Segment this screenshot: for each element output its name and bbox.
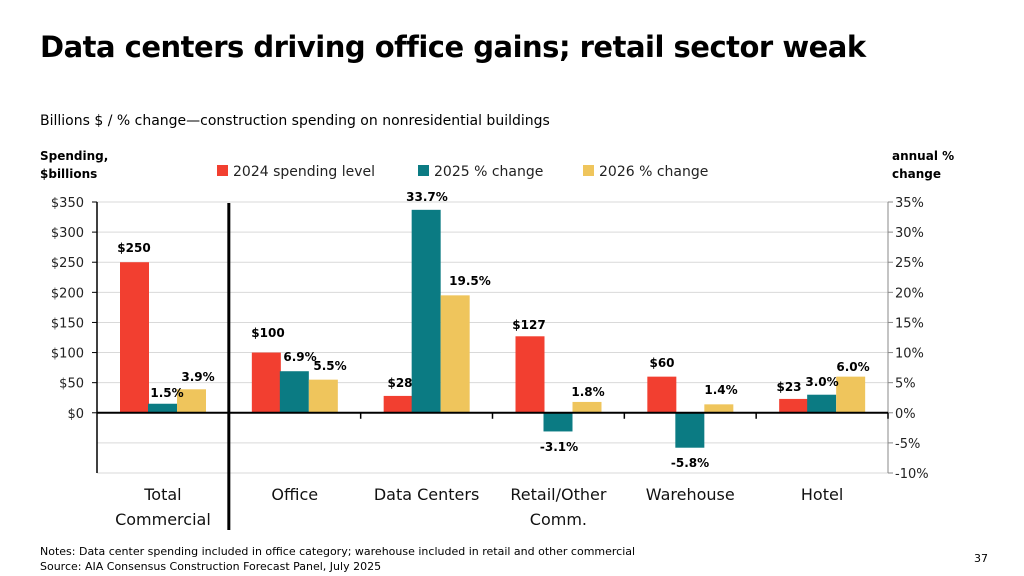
bar-2-1	[308, 379, 338, 413]
category-label: Comm.	[530, 510, 587, 529]
bar-1-3	[543, 412, 573, 432]
data-label: 1.8%	[571, 385, 604, 399]
data-label: 3.9%	[181, 370, 214, 384]
right-tick-label: 25%	[895, 256, 924, 271]
data-label: 5.5%	[313, 359, 346, 373]
left-tick-label: $100	[51, 347, 84, 362]
bar-1-1	[279, 371, 309, 413]
bar-2-3	[572, 401, 602, 413]
left-tick-label: $200	[51, 286, 84, 301]
data-label: 33.7%	[406, 190, 448, 204]
bar-0-5	[779, 398, 809, 413]
legend-swatch	[418, 165, 429, 176]
left-tick-label: $300	[51, 226, 84, 241]
legend-label: 2026 % change	[599, 164, 708, 180]
right-axis-title: annual %	[892, 149, 954, 163]
data-label: $100	[251, 326, 284, 340]
right-tick-label: 15%	[895, 316, 924, 331]
bar-1-2	[411, 209, 441, 413]
category-label: Office	[271, 485, 318, 504]
category-label: Commercial	[115, 510, 211, 529]
data-label: -3.1%	[540, 440, 578, 454]
source-line: Source: AIA Consensus Construction Forec…	[40, 560, 382, 573]
category-label: Data Centers	[374, 485, 479, 504]
legend-label: 2024 spending level	[233, 164, 375, 180]
left-tick-label: $150	[51, 316, 84, 331]
data-label: -5.8%	[671, 456, 709, 470]
data-label: 19.5%	[449, 274, 491, 288]
bar-1-5	[807, 394, 837, 413]
right-tick-label: 10%	[895, 347, 924, 362]
right-tick-label: 0%	[895, 407, 916, 422]
bar-0-2	[383, 395, 413, 413]
page-title: Data centers driving office gains; retai…	[40, 30, 866, 64]
notes-line: Notes: Data center spending included in …	[40, 545, 636, 558]
legend-swatch	[583, 165, 594, 176]
bar-0-1	[251, 352, 281, 413]
left-tick-label: $50	[59, 377, 84, 392]
data-label: $60	[649, 356, 674, 370]
data-label: $250	[117, 241, 150, 255]
bar-0-0	[120, 262, 149, 413]
chart-subtitle: Billions $ / % change—construction spend…	[40, 113, 550, 129]
notes: Notes: Data center spending included in …	[40, 544, 635, 574]
right-tick-label: 20%	[895, 286, 924, 301]
left-axis-title: Spending,	[40, 149, 108, 163]
data-label: 6.0%	[836, 360, 869, 374]
bar-1-0	[148, 403, 177, 413]
data-label: $23	[776, 380, 801, 394]
legend-label: 2025 % change	[434, 164, 543, 180]
category-label: Total	[143, 485, 181, 504]
data-label: 1.5%	[150, 386, 183, 400]
right-tick-label: -5%	[895, 437, 920, 452]
category-label: Retail/Other	[510, 485, 606, 504]
data-label: $127	[512, 318, 545, 332]
right-tick-label: -10%	[895, 467, 929, 482]
bar-1-4	[675, 412, 705, 448]
left-tick-label: $250	[51, 256, 84, 271]
data-label: $28	[387, 376, 412, 390]
bar-2-2	[440, 295, 470, 413]
bar-2-4	[704, 404, 734, 413]
left-tick-label: $0	[67, 407, 84, 422]
bar-2-0	[177, 389, 206, 413]
legend-swatch	[217, 165, 228, 176]
right-tick-label: 5%	[895, 377, 916, 392]
category-label: Hotel	[801, 485, 843, 504]
data-label: 1.4%	[704, 383, 737, 397]
right-tick-label: 35%	[895, 196, 924, 211]
bar-2-5	[836, 376, 866, 413]
bar-0-4	[647, 376, 677, 413]
bar-0-3	[515, 336, 545, 413]
data-label: 3.0%	[805, 375, 838, 389]
left-tick-label: $350	[51, 196, 84, 211]
right-axis-title: change	[892, 167, 941, 181]
data-label: 6.9%	[283, 350, 316, 364]
page-number: 37	[974, 552, 988, 565]
left-axis-title: $billions	[40, 167, 97, 181]
category-label: Warehouse	[646, 485, 735, 504]
right-tick-label: 30%	[895, 226, 924, 241]
